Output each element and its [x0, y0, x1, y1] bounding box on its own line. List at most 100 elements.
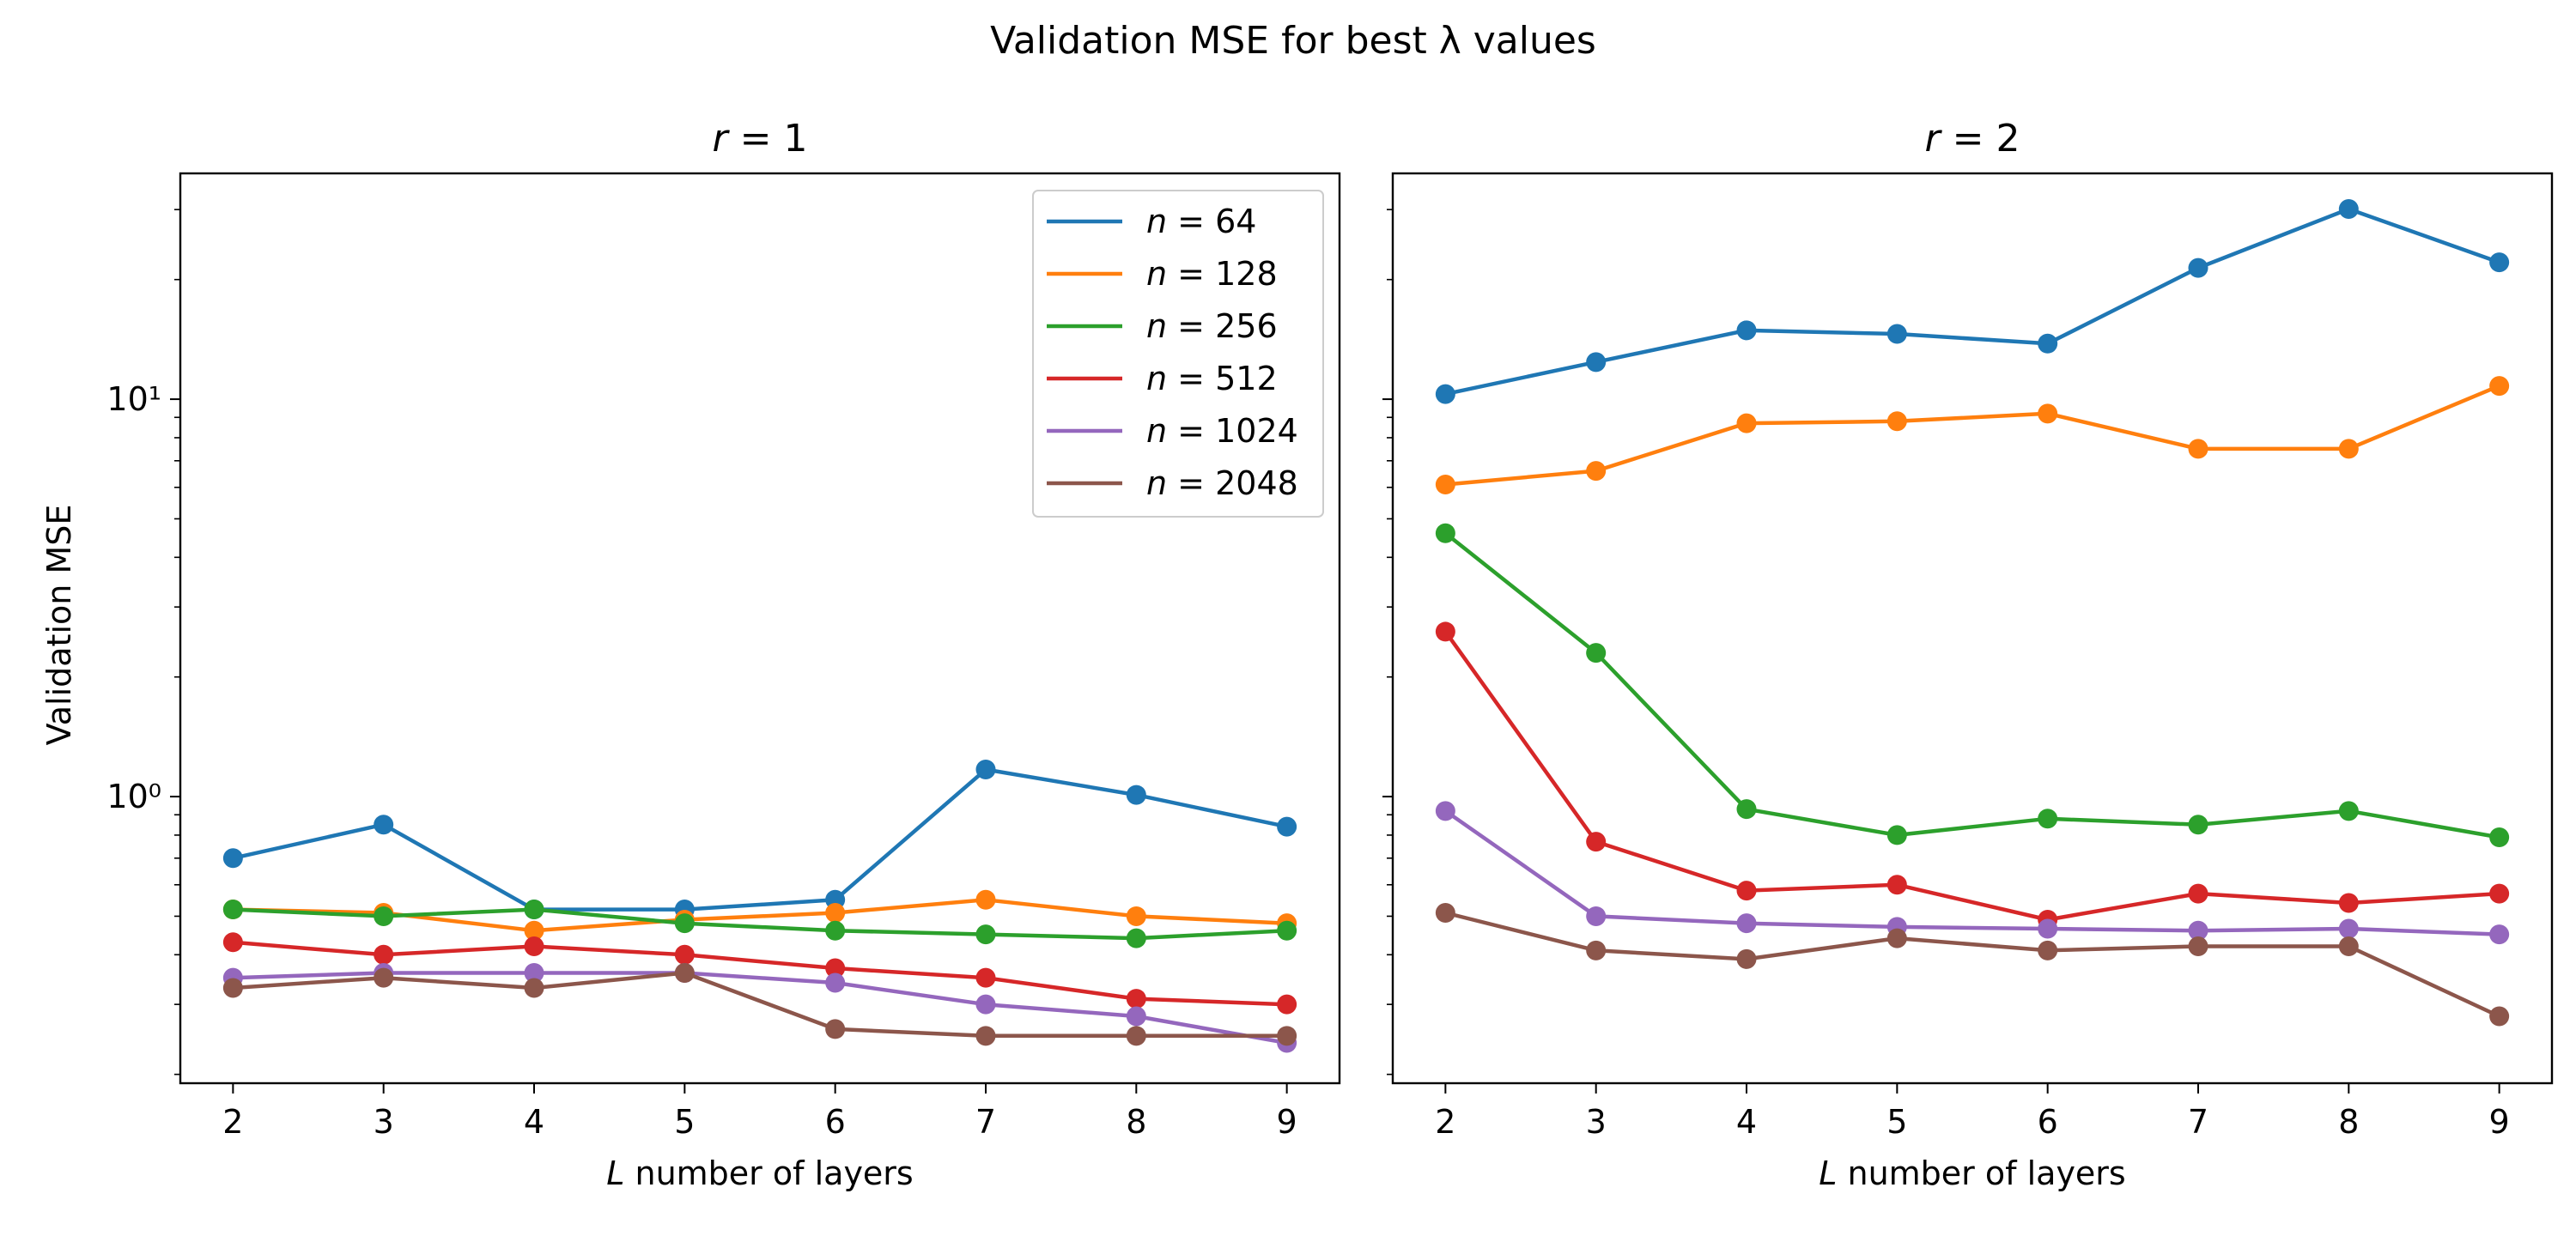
- data-point: [524, 962, 544, 983]
- x-tick-label: 8: [2338, 1103, 2359, 1141]
- y-tick-label: 10⁰: [106, 778, 161, 815]
- series-n-256: [222, 900, 1297, 948]
- data-point: [1435, 384, 1455, 404]
- data-point: [1886, 411, 1907, 432]
- x-axis-label: L number of layers: [606, 1154, 913, 1192]
- data-point: [2188, 883, 2208, 904]
- series-n-512: [1435, 621, 2510, 930]
- panel-r1: r = 1 L number of layers 2 3 4 5 6 7 8 9 10⁰ 10¹ n =…: [106, 117, 1341, 1192]
- series-line: [233, 971, 1287, 1045]
- data-point: [2188, 815, 2208, 835]
- data-point: [1586, 906, 1607, 926]
- x-tick-label: 4: [1736, 1103, 1757, 1141]
- legend-entry: n = 64: [1146, 203, 1256, 240]
- x-tick-label: 8: [1126, 1103, 1146, 1141]
- data-point: [975, 889, 996, 910]
- figure-title: Validation MSE for best λ values: [990, 19, 1596, 63]
- data-point: [524, 900, 544, 920]
- data-point: [2338, 439, 2359, 459]
- series-line: [233, 907, 1287, 941]
- data-point: [524, 936, 544, 957]
- data-point: [2038, 940, 2058, 960]
- x-tick-label: 9: [1277, 1103, 1297, 1141]
- data-point: [1886, 875, 1907, 895]
- series-n-1024: [1435, 801, 2510, 945]
- data-point: [2038, 403, 2058, 424]
- data-point: [1736, 881, 1757, 901]
- data-point: [2338, 893, 2359, 913]
- data-point: [1736, 320, 1757, 341]
- data-point: [1886, 825, 1907, 845]
- data-point: [975, 1026, 996, 1046]
- legend-entry: n = 1024: [1146, 412, 1298, 450]
- data-point: [1277, 994, 1297, 1015]
- data-point: [2489, 924, 2510, 945]
- x-tick-label: 7: [975, 1103, 996, 1141]
- data-point: [1277, 816, 1297, 837]
- data-point: [374, 967, 394, 988]
- data-point: [1126, 1006, 1146, 1027]
- data-point: [1126, 785, 1146, 805]
- data-point: [2188, 920, 2208, 941]
- data-point: [1435, 523, 1455, 543]
- series-line: [1443, 531, 2500, 839]
- panel-title: r = 2: [1925, 117, 2020, 161]
- data-point: [2038, 333, 2058, 354]
- data-point: [1586, 832, 1607, 852]
- data-point: [1736, 948, 1757, 969]
- series-line: [1445, 384, 2500, 487]
- series-line: [233, 940, 1287, 1007]
- series-n-512: [222, 932, 1297, 1015]
- data-point: [2338, 199, 2359, 220]
- legend: n = 64 n = 128 n = 256 n = 512 n = 1024 n = 2…: [1032, 190, 1324, 518]
- data-point: [1586, 352, 1607, 373]
- data-point: [222, 900, 243, 920]
- data-point: [1435, 902, 1455, 923]
- x-tick-label: 2: [1435, 1103, 1455, 1141]
- series-line: [1444, 809, 2500, 936]
- data-point: [825, 1019, 846, 1039]
- x-tick-label: 2: [222, 1103, 243, 1141]
- series-line: [1443, 630, 2500, 922]
- data-point: [1586, 643, 1607, 663]
- data-point: [1126, 928, 1146, 948]
- data-point: [1277, 920, 1297, 941]
- data-point: [975, 994, 996, 1015]
- panel-r2: r = 2 L number of layers 2 3 4 5 6 7 8 9: [1382, 117, 2554, 1192]
- x-tick-label: 5: [1886, 1103, 1907, 1141]
- data-point: [2188, 439, 2208, 459]
- legend-entry: n = 128: [1146, 255, 1278, 293]
- data-point: [1736, 913, 1757, 934]
- data-point: [2188, 258, 2208, 278]
- series-n-64: [1435, 199, 2510, 404]
- data-point: [1126, 989, 1146, 1009]
- data-point: [975, 924, 996, 945]
- data-point: [825, 920, 846, 941]
- data-point: [1886, 928, 1907, 948]
- x-tick-label: 3: [374, 1103, 394, 1141]
- data-point: [825, 902, 846, 923]
- data-point: [1736, 799, 1757, 820]
- data-point: [1886, 324, 1907, 344]
- data-point: [975, 967, 996, 988]
- data-point: [825, 958, 846, 978]
- y-tick-label: 10¹: [106, 380, 161, 418]
- data-point: [524, 920, 544, 941]
- data-point: [825, 972, 846, 993]
- x-axis-label: L number of layers: [1819, 1154, 2125, 1192]
- series-n-2048: [1435, 902, 2510, 1027]
- data-point: [2038, 918, 2058, 939]
- data-point: [2489, 883, 2510, 904]
- data-point: [1435, 621, 1455, 642]
- data-point: [1277, 1026, 1297, 1046]
- x-tick-label: 4: [524, 1103, 544, 1141]
- data-point: [2038, 809, 2058, 829]
- legend-entry: n = 2048: [1146, 464, 1298, 502]
- series-n-128: [1435, 376, 2510, 494]
- series-line: [232, 767, 1288, 912]
- series-n-256: [1435, 523, 2510, 847]
- data-point: [1126, 1026, 1146, 1046]
- data-point: [2489, 252, 2510, 273]
- data-point: [1126, 906, 1146, 926]
- axes-frame: [179, 172, 1341, 1085]
